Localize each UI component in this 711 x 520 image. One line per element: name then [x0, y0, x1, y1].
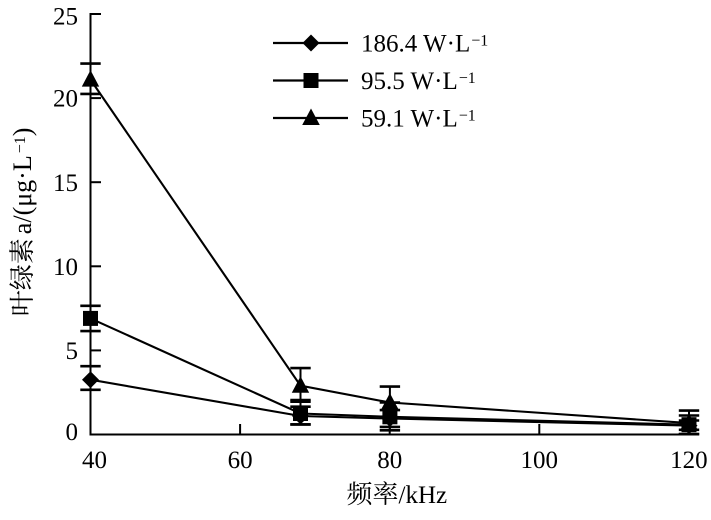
svg-text:186.4 W·L−1: 186.4 W·L−1 — [361, 31, 488, 58]
svg-text:40: 40 — [82, 447, 107, 474]
svg-text:80: 80 — [377, 447, 402, 474]
svg-text:/kHz: /kHz — [399, 482, 448, 509]
svg-text:10: 10 — [53, 254, 78, 281]
svg-text:20: 20 — [53, 86, 78, 113]
svg-text:15: 15 — [53, 170, 78, 197]
svg-text:60: 60 — [228, 447, 253, 474]
svg-text:100: 100 — [521, 447, 559, 474]
svg-text:25: 25 — [53, 4, 78, 31]
svg-text:59.1 W·L−1: 59.1 W·L−1 — [361, 106, 476, 133]
svg-text:95.5 W·L−1: 95.5 W·L−1 — [361, 68, 476, 95]
svg-text:5: 5 — [66, 338, 79, 365]
svg-text:120: 120 — [670, 447, 708, 474]
svg-text:0: 0 — [66, 419, 79, 446]
